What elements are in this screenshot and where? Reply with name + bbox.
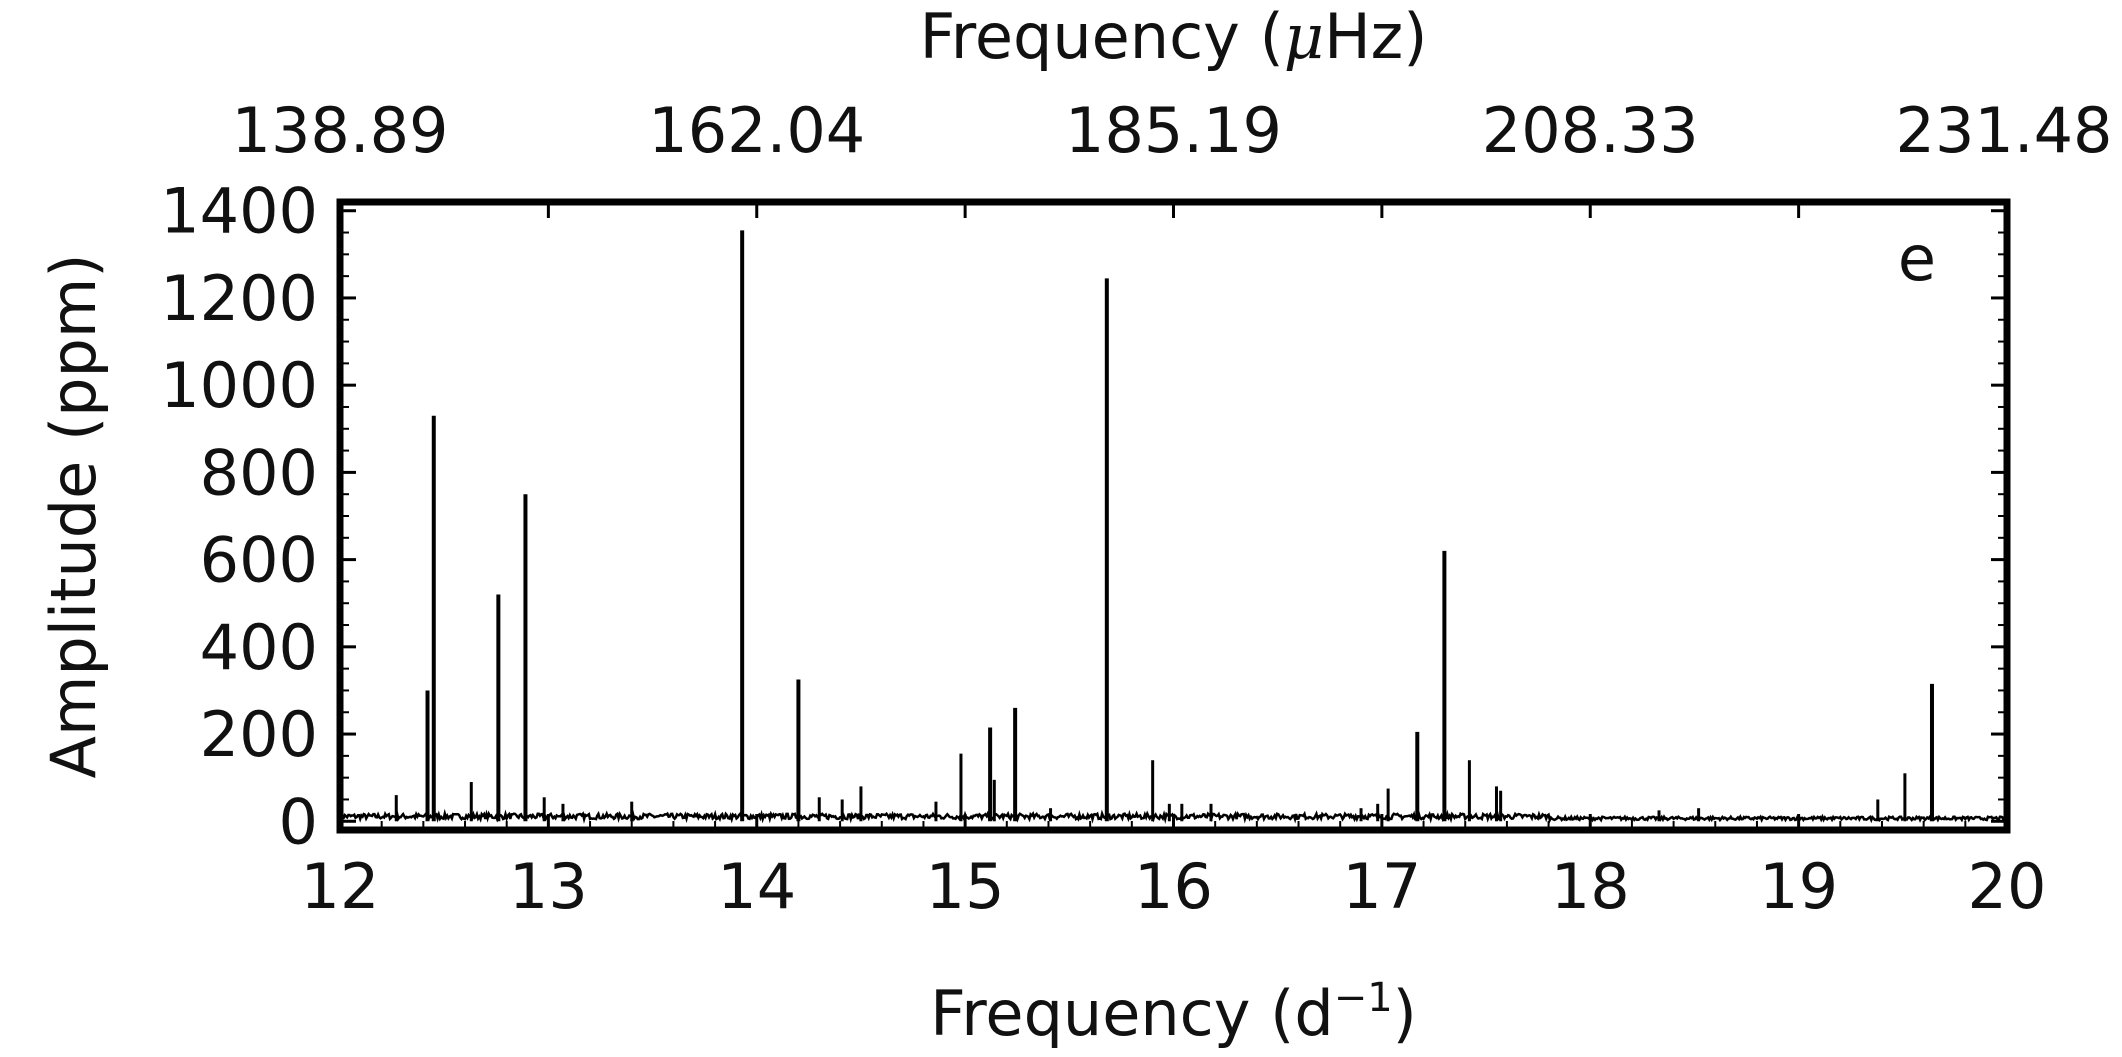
y-tick-label-5: 1000 bbox=[160, 349, 318, 422]
top-tick-label-2: 185.19 bbox=[1065, 94, 1282, 167]
y-tick-label-2: 400 bbox=[200, 611, 318, 684]
x-tick-label-8: 20 bbox=[1968, 850, 2047, 923]
ticks-layer bbox=[338, 202, 2009, 830]
x-axis-top-label-main: Frequency ( bbox=[920, 0, 1284, 73]
y-tick-label-1: 200 bbox=[200, 698, 318, 771]
top-tick-label-1: 162.04 bbox=[648, 94, 865, 167]
x-tick-label-6: 18 bbox=[1551, 850, 1630, 923]
peaks-layer bbox=[394, 230, 1934, 822]
y-tick-label-6: 1200 bbox=[160, 262, 318, 335]
labels-layer: 12 13 14 15 16 17 18 19 200200400600800100012001… bbox=[160, 94, 2112, 923]
x-axis-top-label: Frequency (μHz) bbox=[920, 0, 1428, 73]
top-tick-label-0: 138.89 bbox=[232, 94, 449, 167]
y-tick-label-0: 0 bbox=[279, 785, 318, 858]
x-axis-label: Frequency (d−1) bbox=[930, 975, 1417, 1050]
top-tick-label-4: 231.48 bbox=[1896, 94, 2113, 167]
x-tick-label-3: 15 bbox=[926, 850, 1005, 923]
panel-label: e bbox=[1898, 222, 1936, 295]
x-axis-label-sup: −1 bbox=[1334, 975, 1393, 1021]
x-tick-label-0: 12 bbox=[301, 850, 380, 923]
x-tick-label-4: 16 bbox=[1134, 850, 1213, 923]
x-tick-label-5: 17 bbox=[1342, 850, 1421, 923]
y-axis-label: Amplitude (ppm) bbox=[37, 254, 110, 779]
x-axis-top-label-rest: Hz) bbox=[1324, 0, 1427, 73]
y-tick-label-4: 800 bbox=[200, 436, 318, 509]
x-tick-label-1: 13 bbox=[509, 850, 588, 923]
x-tick-label-2: 14 bbox=[717, 850, 796, 923]
y-tick-label-3: 600 bbox=[200, 524, 318, 597]
x-axis-top-label-mu: μ bbox=[1284, 0, 1324, 73]
y-tick-label-7: 1400 bbox=[160, 175, 318, 248]
x-axis-label-main: Frequency (d bbox=[930, 977, 1334, 1050]
top-tick-label-3: 208.33 bbox=[1482, 94, 1699, 167]
plot-frame bbox=[336, 198, 2011, 834]
x-tick-label-7: 19 bbox=[1759, 850, 1838, 923]
x-axis-label-close: ) bbox=[1393, 977, 1417, 1050]
